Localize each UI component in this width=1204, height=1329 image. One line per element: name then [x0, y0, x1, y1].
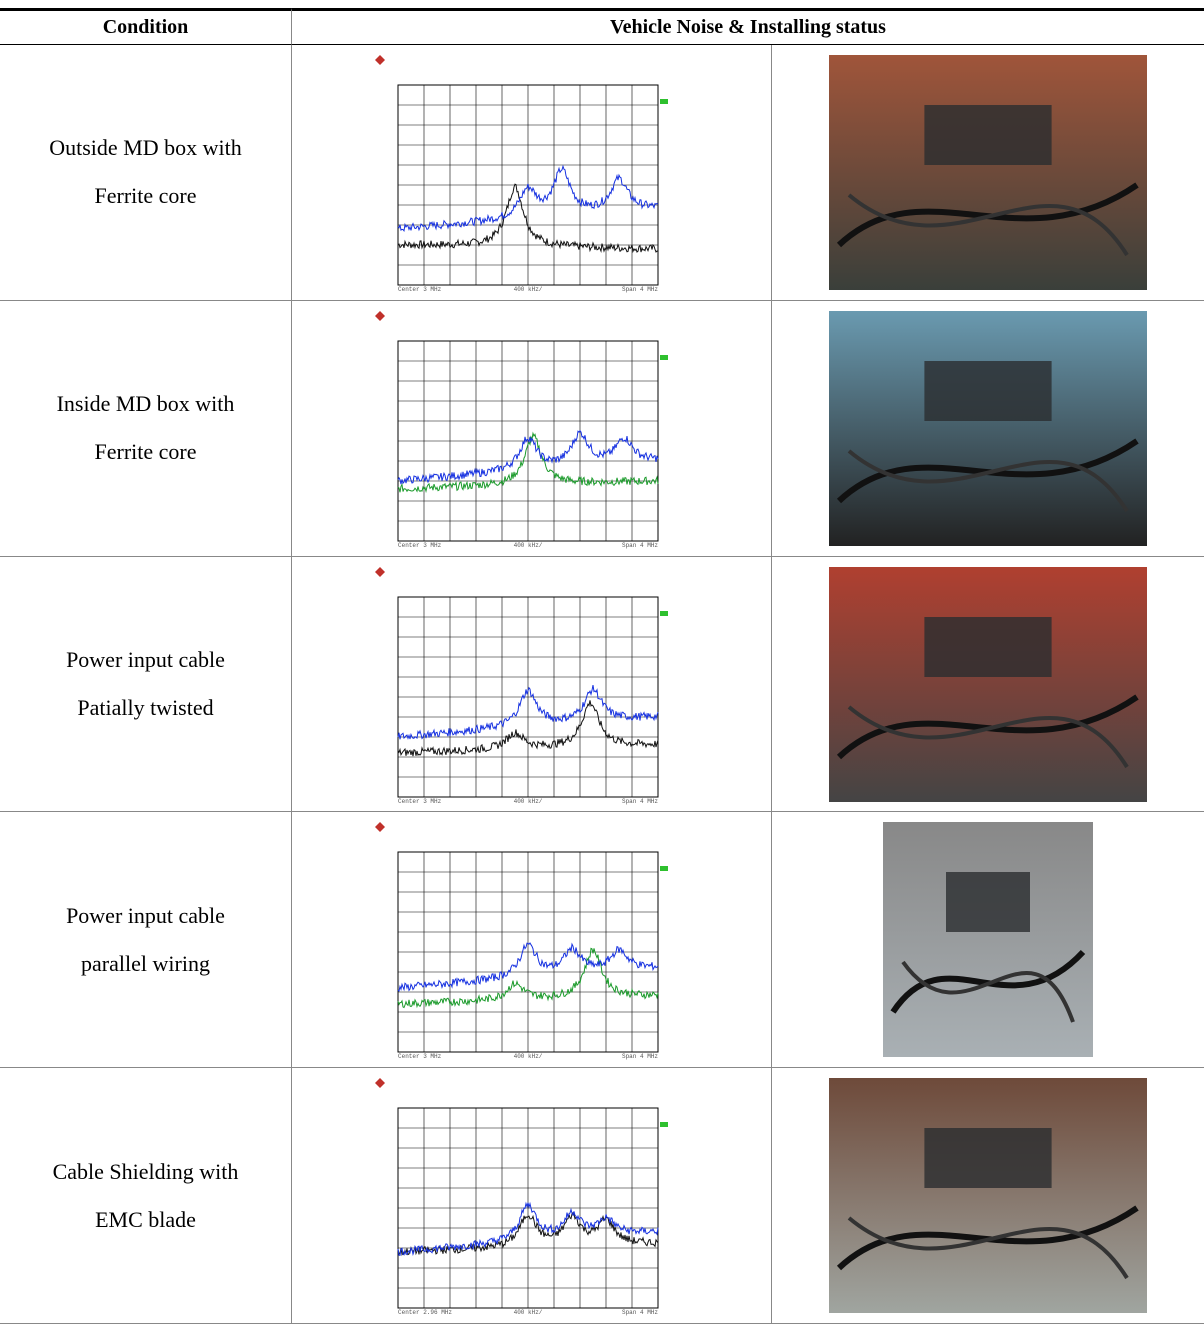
- plot-center: Center 3 MHz: [398, 286, 442, 293]
- plot-center: Center 3 MHz: [398, 1053, 442, 1060]
- spectrum-plot: Center 3 MHz 400 kHz/Span 4 MHz: [292, 301, 772, 557]
- plot-span: Span 4 MHz: [622, 1309, 658, 1316]
- plot-div: 400 kHz/: [514, 1309, 543, 1316]
- photo: [772, 301, 1204, 557]
- condition-text: Cable Shielding with: [53, 1148, 239, 1196]
- photo-box: [924, 617, 1051, 677]
- plot-center: Center 3 MHz: [398, 798, 442, 805]
- photo-cell: [772, 557, 1204, 812]
- photo-image: [829, 311, 1147, 546]
- plot-span: Span 4 MHz: [622, 542, 658, 549]
- logo: [375, 311, 385, 321]
- condition-text: Power input cable: [66, 892, 225, 940]
- marker-box: [660, 1122, 668, 1127]
- photo-box: [924, 1128, 1051, 1188]
- condition-text: Patially twisted: [77, 684, 213, 732]
- condition-text: EMC blade: [95, 1196, 196, 1244]
- photo-image: [829, 1078, 1147, 1313]
- plot-div: 400 kHz/: [514, 1053, 543, 1060]
- photo-cell: [772, 301, 1204, 556]
- photo-box: [924, 361, 1051, 421]
- plot-cell: Center 2.96 MHz 400 kHz/Span 4 MHz: [292, 1068, 772, 1323]
- plot-div: 400 kHz/: [514, 542, 543, 549]
- photo: [772, 1068, 1204, 1324]
- header-condition: Condition: [0, 8, 292, 45]
- photo: [772, 557, 1204, 813]
- plot-span: Span 4 MHz: [622, 798, 658, 805]
- spectrum-plot: Center 3 MHz 400 kHz/Span 4 MHz: [292, 45, 772, 301]
- photo-image: [883, 822, 1093, 1057]
- photo-cell: [772, 1068, 1204, 1323]
- spectrum-plot: Center 3 MHz 400 kHz/Span 4 MHz: [292, 557, 772, 813]
- photo-cell: [772, 45, 1204, 300]
- condition-text: Ferrite core: [95, 172, 197, 220]
- plot-cell: Center 3 MHz 400 kHz/Span 4 MHz: [292, 301, 772, 556]
- photo-box: [924, 105, 1051, 165]
- plot-span: Span 4 MHz: [622, 1053, 658, 1060]
- marker-box: [660, 611, 668, 616]
- condition-text: parallel wiring: [81, 940, 210, 988]
- logo: [375, 1078, 385, 1088]
- spectrum-plot: Center 3 MHz 400 kHz/Span 4 MHz: [292, 812, 772, 1068]
- plot-center: Center 3 MHz: [398, 542, 442, 549]
- spectrum-plot: Center 2.96 MHz 400 kHz/Span 4 MHz: [292, 1068, 772, 1324]
- photo-image: [829, 55, 1147, 290]
- marker-box: [660, 99, 668, 104]
- document: Condition Vehicle Noise & Installing sta…: [0, 0, 1204, 1324]
- condition-text: Outside MD box with: [49, 124, 242, 172]
- photo-box: [946, 872, 1030, 932]
- header-status: Vehicle Noise & Installing status: [292, 8, 1204, 45]
- photo: [772, 45, 1204, 301]
- plot-div: 400 kHz/: [514, 286, 543, 293]
- condition-text: Inside MD box with: [57, 380, 235, 428]
- plot-center: Center 2.96 MHz: [398, 1309, 452, 1316]
- photo: [772, 812, 1204, 1068]
- logo: [375, 822, 385, 832]
- plot-cell: Center 3 MHz 400 kHz/Span 4 MHz: [292, 812, 772, 1067]
- plot-div: 400 kHz/: [514, 798, 543, 805]
- photo-cell: [772, 812, 1204, 1067]
- logo: [375, 567, 385, 577]
- plot-cell: Center 3 MHz 400 kHz/Span 4 MHz: [292, 45, 772, 300]
- marker-box: [660, 355, 668, 360]
- logo: [375, 55, 385, 65]
- condition-text: Ferrite core: [95, 428, 197, 476]
- photo-image: [829, 567, 1147, 802]
- plot-span: Span 4 MHz: [622, 286, 658, 293]
- marker-box: [660, 866, 668, 871]
- condition-text: Power input cable: [66, 636, 225, 684]
- plot-cell: Center 3 MHz 400 kHz/Span 4 MHz: [292, 557, 772, 812]
